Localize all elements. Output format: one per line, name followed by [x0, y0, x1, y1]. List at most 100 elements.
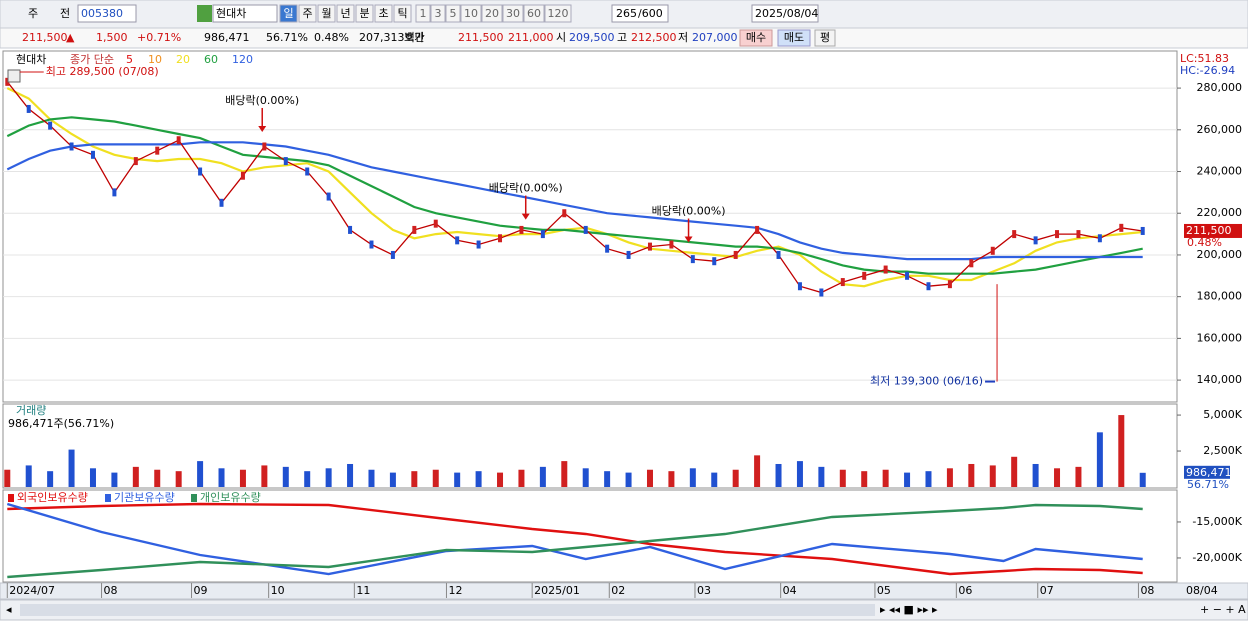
candle — [926, 282, 931, 291]
legend-entry: 5 — [126, 53, 133, 66]
period-button[interactable] — [279, 4, 298, 23]
candle — [562, 209, 567, 218]
code[interactable]: 005380 — [81, 7, 123, 20]
period-button[interactable] — [393, 4, 412, 23]
sell-label[interactable]: 매도 — [784, 31, 804, 44]
interval-label[interactable]: 20 — [485, 7, 499, 20]
interval-button[interactable] — [523, 4, 545, 23]
annotation: 배당락(0.00%) — [225, 94, 299, 107]
count-max[interactable]: /600 — [638, 7, 663, 20]
interval-button[interactable] — [460, 4, 482, 23]
candle — [1140, 226, 1145, 235]
buy-label[interactable]: 매수 — [746, 31, 766, 44]
x-tick-label: 11 — [356, 584, 370, 597]
candle — [433, 219, 438, 228]
interval-button[interactable] — [430, 4, 446, 23]
volume-bar — [539, 466, 546, 487]
volume-bar — [1139, 472, 1146, 487]
interval-label[interactable]: 120 — [548, 7, 569, 20]
interval-button[interactable] — [415, 4, 431, 23]
close-line — [6, 81, 1143, 294]
period-label[interactable]: 주 — [302, 7, 312, 20]
volume-bar — [518, 469, 525, 487]
interval-label[interactable]: 30 — [506, 7, 520, 20]
interval-button[interactable] — [544, 4, 572, 23]
period-label[interactable]: 분 — [359, 7, 369, 20]
period-button[interactable] — [298, 4, 317, 23]
avg-label[interactable]: 평 — [820, 31, 830, 44]
interval-button[interactable] — [445, 4, 461, 23]
quote-rate2: 0.48% — [314, 31, 349, 44]
candle — [455, 236, 460, 245]
candle — [390, 250, 395, 259]
volume-bar — [968, 463, 975, 487]
holding-line — [6, 502, 1143, 576]
quote-open: 209,500 — [569, 31, 615, 44]
candle — [733, 250, 738, 259]
interval-label[interactable]: 5 — [450, 7, 457, 20]
menu-prev[interactable]: 전 — [60, 7, 70, 20]
buy-button[interactable] — [739, 29, 773, 47]
candle — [883, 265, 888, 274]
count-input[interactable] — [611, 4, 669, 23]
x-tick-label: 12 — [448, 584, 462, 597]
y-tick-label: 5,000K — [1203, 408, 1242, 421]
sell-button[interactable] — [777, 29, 811, 47]
candle — [176, 136, 181, 145]
candle — [198, 167, 203, 176]
menu-week[interactable]: 주 — [28, 7, 38, 20]
holdings-panel — [2, 489, 1178, 583]
name-input[interactable] — [212, 4, 278, 23]
volume-bar — [68, 449, 75, 487]
y-tick-label: -20,000K — [1192, 551, 1242, 564]
volume-bar — [818, 466, 825, 487]
interval-button[interactable] — [502, 4, 524, 23]
volume-bar — [946, 468, 953, 487]
settings-icon[interactable] — [7, 69, 21, 83]
date-input[interactable] — [751, 4, 819, 23]
interval-label[interactable]: 1 — [420, 7, 427, 20]
y-tick-label: 140,000 — [1197, 373, 1243, 386]
period-label[interactable]: 년 — [340, 7, 350, 20]
candle — [283, 157, 288, 166]
period-label[interactable]: 틱 — [397, 7, 407, 20]
annotation: 최저 139,300 (06/16) — [870, 375, 983, 388]
period-button[interactable] — [355, 4, 374, 23]
period-label[interactable]: 초 — [378, 7, 388, 20]
volume-bar — [432, 469, 439, 487]
legend-entry: 기관보유수량 — [114, 491, 175, 504]
count[interactable]: 265 — [616, 7, 637, 20]
code-input[interactable] — [77, 4, 137, 23]
zoom-controls[interactable]: + − + A — [1200, 603, 1246, 616]
scroll-right[interactable]: ▸ ◂◂ ■ ▸▸ ▸ — [880, 603, 938, 616]
annotation: 배당락(0.00%) — [489, 182, 563, 195]
period-button[interactable] — [336, 4, 355, 23]
scroll-track[interactable] — [20, 604, 875, 616]
volume-bar — [882, 469, 889, 487]
dividend-arrow — [521, 213, 530, 220]
date[interactable]: 2025/08/04 — [755, 7, 818, 20]
stock-name[interactable]: 현대차 — [216, 7, 246, 20]
interval-button[interactable] — [481, 4, 503, 23]
volume-bar — [282, 466, 289, 487]
interval-label[interactable]: 60 — [527, 7, 541, 20]
candle — [262, 142, 267, 151]
volume-bar — [561, 461, 568, 487]
interval-label[interactable]: 10 — [464, 7, 478, 20]
period-label[interactable]: 일 — [283, 6, 293, 20]
candle — [1055, 230, 1060, 239]
scroll-left[interactable]: ◂ — [6, 603, 12, 616]
candle — [797, 282, 802, 291]
legend-entry: 10 — [148, 53, 162, 66]
y-tick-label: -15,000K — [1192, 515, 1242, 528]
period-button[interactable] — [374, 4, 393, 23]
period-label[interactable]: 월 — [321, 7, 331, 20]
interval-label[interactable]: 3 — [435, 7, 442, 20]
avg-button[interactable] — [814, 29, 836, 47]
quote-open-label: 시 — [556, 31, 566, 44]
candle — [669, 240, 674, 249]
period-button[interactable] — [317, 4, 336, 23]
quote-vol-rate: 56.71% — [266, 31, 308, 44]
candle — [155, 146, 160, 155]
quote-bid: 211,000 — [508, 31, 554, 44]
